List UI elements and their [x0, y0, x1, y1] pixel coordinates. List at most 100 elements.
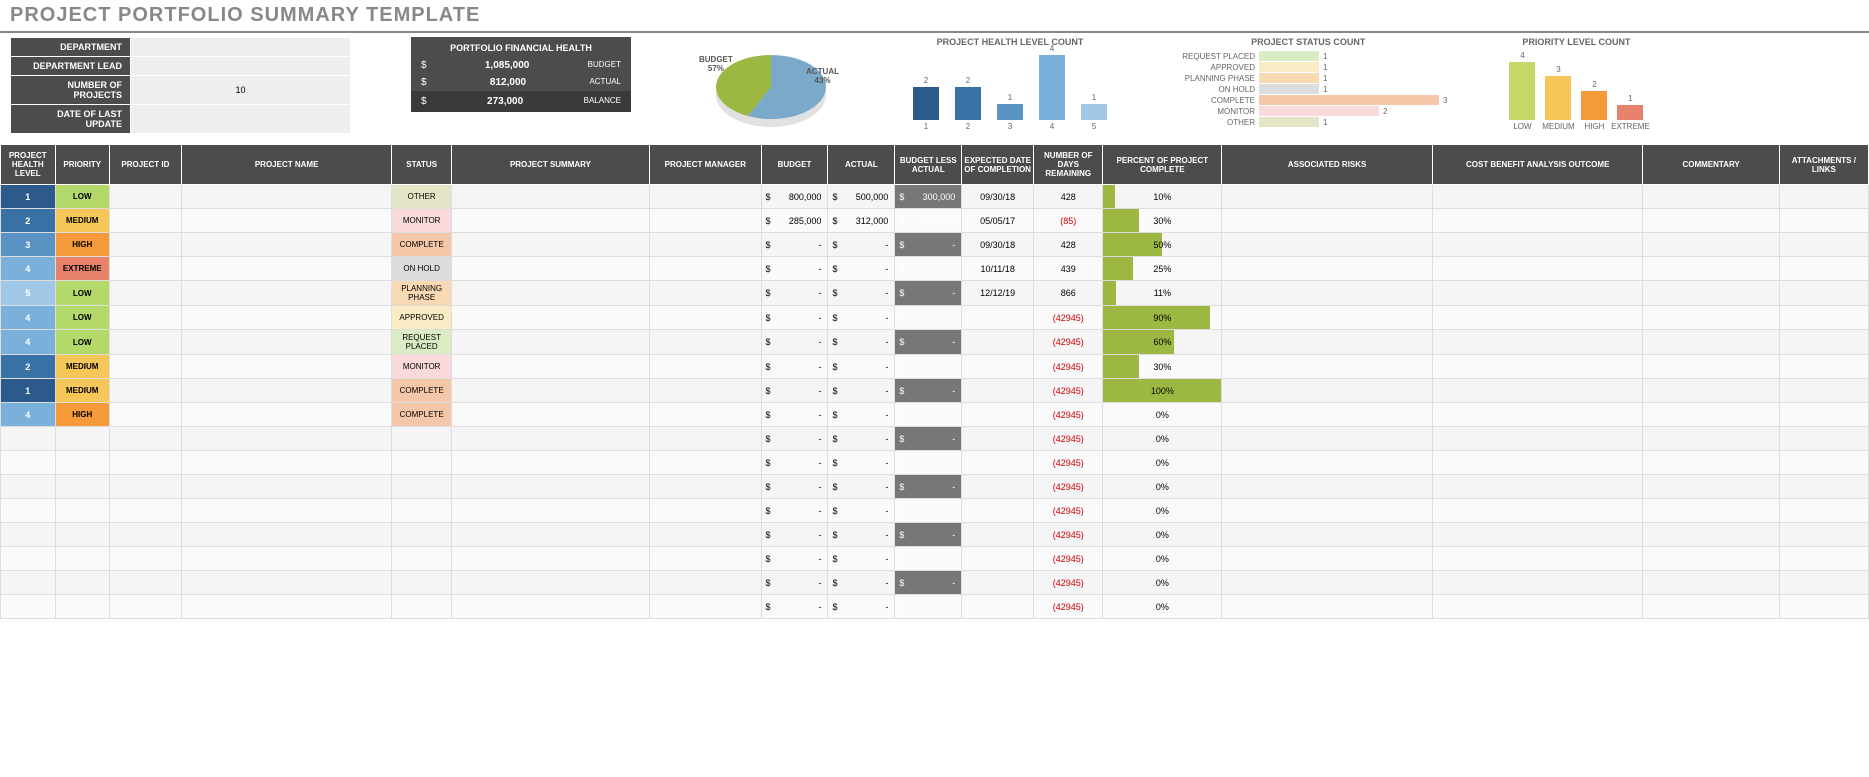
status-cell[interactable]: REQUEST PLACED [392, 330, 451, 355]
column-header[interactable]: ACTUAL [828, 145, 895, 185]
priority-cell[interactable] [55, 499, 110, 523]
column-header[interactable]: NUMBER OF DAYS REMAINING [1034, 145, 1103, 185]
actual-cell[interactable]: $- [828, 427, 895, 451]
commentary-cell[interactable] [1643, 403, 1779, 427]
column-header[interactable]: PROJECT ID [110, 145, 182, 185]
summary-cell[interactable] [451, 379, 649, 403]
commentary-cell[interactable] [1643, 595, 1779, 619]
health-cell[interactable] [1, 523, 56, 547]
info-value[interactable] [131, 57, 351, 76]
cba-cell[interactable] [1432, 355, 1643, 379]
project-name-cell[interactable] [181, 451, 392, 475]
budget-cell[interactable]: $- [761, 523, 828, 547]
cba-cell[interactable] [1432, 427, 1643, 451]
manager-cell[interactable] [650, 595, 761, 619]
status-cell[interactable] [392, 571, 451, 595]
column-header[interactable]: PROJECT MANAGER [650, 145, 761, 185]
risks-cell[interactable] [1222, 233, 1433, 257]
summary-cell[interactable] [451, 523, 649, 547]
manager-cell[interactable] [650, 571, 761, 595]
priority-cell[interactable]: MEDIUM [55, 355, 110, 379]
risks-cell[interactable] [1222, 523, 1433, 547]
summary-cell[interactable] [451, 499, 649, 523]
cba-cell[interactable] [1432, 475, 1643, 499]
project-id-cell[interactable] [110, 379, 182, 403]
health-cell[interactable]: 1 [1, 379, 56, 403]
percent-cell[interactable]: 0% [1103, 547, 1222, 571]
budget-cell[interactable]: $- [761, 475, 828, 499]
status-cell[interactable]: MONITOR [392, 355, 451, 379]
percent-cell[interactable]: 25% [1103, 257, 1222, 281]
summary-cell[interactable] [451, 571, 649, 595]
percent-cell[interactable]: 30% [1103, 209, 1222, 233]
status-cell[interactable] [392, 475, 451, 499]
budget-cell[interactable]: $- [761, 403, 828, 427]
risks-cell[interactable] [1222, 595, 1433, 619]
commentary-cell[interactable] [1643, 185, 1779, 209]
commentary-cell[interactable] [1643, 547, 1779, 571]
percent-cell[interactable]: 11% [1103, 281, 1222, 306]
priority-cell[interactable]: MEDIUM [55, 209, 110, 233]
commentary-cell[interactable] [1643, 571, 1779, 595]
date-cell[interactable]: 09/30/18 [962, 233, 1034, 257]
summary-cell[interactable] [451, 547, 649, 571]
attachments-cell[interactable] [1779, 523, 1868, 547]
cba-cell[interactable] [1432, 330, 1643, 355]
project-id-cell[interactable] [110, 355, 182, 379]
manager-cell[interactable] [650, 403, 761, 427]
column-header[interactable]: EXPECTED DATE OF COMPLETION [962, 145, 1034, 185]
project-id-cell[interactable] [110, 281, 182, 306]
project-name-cell[interactable] [181, 257, 392, 281]
summary-cell[interactable] [451, 355, 649, 379]
actual-cell[interactable]: $- [828, 595, 895, 619]
percent-cell[interactable]: 0% [1103, 499, 1222, 523]
project-name-cell[interactable] [181, 209, 392, 233]
budget-cell[interactable]: $- [761, 499, 828, 523]
percent-cell[interactable]: 90% [1103, 306, 1222, 330]
actual-cell[interactable]: $- [828, 233, 895, 257]
commentary-cell[interactable] [1643, 499, 1779, 523]
attachments-cell[interactable] [1779, 427, 1868, 451]
commentary-cell[interactable] [1643, 257, 1779, 281]
project-name-cell[interactable] [181, 185, 392, 209]
column-header[interactable]: PROJECT NAME [181, 145, 392, 185]
status-cell[interactable]: COMPLETE [392, 379, 451, 403]
status-cell[interactable]: COMPLETE [392, 403, 451, 427]
priority-cell[interactable] [55, 523, 110, 547]
risks-cell[interactable] [1222, 547, 1433, 571]
status-cell[interactable] [392, 547, 451, 571]
risks-cell[interactable] [1222, 330, 1433, 355]
project-id-cell[interactable] [110, 571, 182, 595]
actual-cell[interactable]: $- [828, 451, 895, 475]
date-cell[interactable]: 05/05/17 [962, 209, 1034, 233]
column-header[interactable]: ATTACHMENTS / LINKS [1779, 145, 1868, 185]
health-cell[interactable]: 2 [1, 355, 56, 379]
budget-cell[interactable]: $- [761, 595, 828, 619]
actual-cell[interactable]: $- [828, 281, 895, 306]
commentary-cell[interactable] [1643, 209, 1779, 233]
attachments-cell[interactable] [1779, 209, 1868, 233]
attachments-cell[interactable] [1779, 451, 1868, 475]
risks-cell[interactable] [1222, 281, 1433, 306]
cba-cell[interactable] [1432, 379, 1643, 403]
summary-cell[interactable] [451, 209, 649, 233]
budget-cell[interactable]: $- [761, 306, 828, 330]
percent-cell[interactable]: 0% [1103, 571, 1222, 595]
status-cell[interactable] [392, 451, 451, 475]
column-header[interactable]: PROJECT SUMMARY [451, 145, 649, 185]
health-cell[interactable]: 4 [1, 330, 56, 355]
summary-cell[interactable] [451, 451, 649, 475]
actual-cell[interactable]: $312,000 [828, 209, 895, 233]
actual-cell[interactable]: $- [828, 547, 895, 571]
date-cell[interactable]: 10/11/18 [962, 257, 1034, 281]
manager-cell[interactable] [650, 209, 761, 233]
manager-cell[interactable] [650, 257, 761, 281]
date-cell[interactable] [962, 475, 1034, 499]
priority-cell[interactable]: LOW [55, 281, 110, 306]
percent-cell[interactable]: 0% [1103, 451, 1222, 475]
manager-cell[interactable] [650, 523, 761, 547]
budget-cell[interactable]: $- [761, 257, 828, 281]
manager-cell[interactable] [650, 379, 761, 403]
health-cell[interactable]: 4 [1, 403, 56, 427]
attachments-cell[interactable] [1779, 379, 1868, 403]
